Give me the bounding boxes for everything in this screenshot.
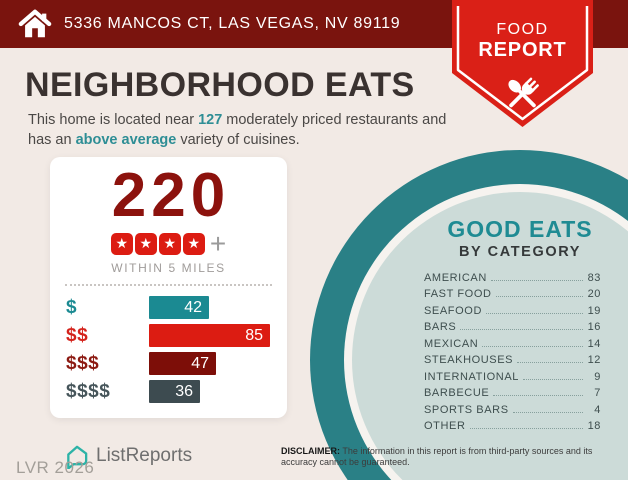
badge-line2: REPORT — [478, 39, 566, 61]
good-eats-subtitle: BY CATEGORY — [458, 244, 582, 260]
category-value: 14 — [587, 337, 601, 350]
category-row: SEAFOOD 19 — [424, 300, 601, 317]
price-tier-value: 42 — [184, 298, 202, 316]
summary-line-1: This home is located near 127 moderately… — [28, 112, 447, 128]
house-icon — [18, 7, 52, 41]
category-row: MEXICAN 14 — [424, 333, 601, 350]
category-label: SEAFOOD — [424, 304, 482, 317]
price-tier-label: $$$ — [66, 352, 100, 374]
category-label: OTHER — [424, 420, 466, 432]
price-tier-row: $$ 85 — [66, 324, 287, 347]
dotted-leader — [486, 312, 583, 314]
price-tier-row: $$$$ 36 — [66, 380, 287, 403]
category-value: 7 — [594, 387, 601, 399]
radius-label: WITHIN 5 MILES — [111, 261, 226, 275]
star-icon — [158, 233, 181, 255]
price-tier-bar: 47 — [149, 352, 216, 375]
star-icon — [110, 233, 133, 255]
category-row: AMERICAN 83 — [424, 267, 601, 284]
category-row: BARS 16 — [424, 317, 601, 333]
star-icon — [134, 233, 157, 255]
category-value: 19 — [587, 304, 601, 317]
category-label: AMERICAN — [424, 271, 487, 284]
category-label: FAST FOOD — [424, 288, 492, 300]
category-value: 18 — [587, 420, 601, 432]
dotted-leader — [493, 395, 583, 396]
price-tier-bar: 85 — [149, 324, 270, 347]
price-tier-value: 36 — [175, 382, 193, 400]
dotted-divider — [65, 284, 272, 286]
dotted-leader — [460, 329, 583, 330]
category-value: 16 — [587, 321, 601, 333]
price-tier-label: $$$$ — [66, 380, 111, 402]
category-value: 12 — [587, 354, 601, 366]
listreports-logo: ListReports — [64, 442, 192, 469]
property-address: 5336 MANCOS CT, LAS VEGAS, NV 89119 — [64, 15, 401, 32]
category-list: AMERICAN 83 FAST FOOD 20 SEAFOOD 19 BARS 16 … — [424, 267, 601, 433]
category-value: 83 — [587, 271, 601, 284]
price-tier-value: 85 — [245, 326, 263, 344]
plus-sign: + — [209, 228, 227, 259]
badge-line1: FOOD — [496, 21, 548, 38]
disclaimer-text: DISCLAIMER: The information in this repo… — [281, 446, 593, 467]
category-value: 9 — [594, 370, 601, 383]
watermark: LVR 2026 — [16, 458, 95, 477]
category-label: MEXICAN — [424, 337, 479, 350]
price-tier-bar: 42 — [149, 296, 209, 319]
category-value: 20 — [587, 288, 601, 300]
star-icon — [182, 233, 205, 255]
category-label: BARBECUE — [424, 387, 490, 399]
dotted-leader — [495, 296, 583, 297]
dotted-leader — [523, 378, 583, 380]
variety-highlight: above average — [75, 132, 177, 148]
dotted-leader — [469, 428, 583, 429]
category-label: BARS — [424, 321, 457, 333]
listreports-house-icon — [67, 445, 88, 469]
star-rating: + — [50, 228, 287, 259]
price-tier-label: $ — [66, 296, 78, 318]
price-tier-bar: 36 — [149, 380, 200, 403]
listreports-logo-text: ListReports — [96, 444, 193, 466]
restaurant-total-count: 220 — [111, 161, 231, 230]
price-tier-label: $$ — [66, 324, 89, 346]
dotted-leader — [490, 279, 583, 281]
page-title: NEIGHBORHOOD EATS — [25, 66, 415, 104]
price-tier-row: $$$ 47 — [66, 352, 287, 375]
price-tier-value: 47 — [191, 354, 209, 372]
category-label: STEAKHOUSES — [424, 354, 514, 366]
category-value: 4 — [594, 403, 601, 416]
dotted-leader — [517, 362, 583, 363]
category-row: FAST FOOD 20 — [424, 284, 601, 300]
category-row: INTERNATIONAL 9 — [424, 366, 601, 383]
star-rating-tiles — [110, 233, 205, 255]
summary-line-2: has an above average variety of cuisines… — [28, 132, 300, 148]
category-row: BARBECUE 7 — [424, 383, 601, 399]
dotted-leader — [482, 345, 583, 347]
category-row: STEAKHOUSES 12 — [424, 350, 601, 366]
category-row: OTHER 18 — [424, 416, 601, 432]
category-label: SPORTS BARS — [424, 403, 509, 416]
good-eats-title: GOOD EATS — [447, 216, 593, 242]
category-label: INTERNATIONAL — [424, 370, 519, 383]
category-row: SPORTS BARS 4 — [424, 399, 601, 416]
dotted-leader — [512, 411, 583, 413]
restaurant-count-highlight: 127 — [198, 112, 223, 128]
restaurant-stats-card: 220 + WITHIN 5 MILES $ 42 $$ 85 $$$ 47 $… — [50, 157, 287, 418]
summary-text: This home is located near 127 moderately… — [28, 110, 446, 150]
food-report-badge: FOOD REPORT — [452, 0, 593, 127]
price-tier-row: $ 42 — [66, 296, 287, 319]
spoon-fork-icon — [508, 77, 539, 108]
